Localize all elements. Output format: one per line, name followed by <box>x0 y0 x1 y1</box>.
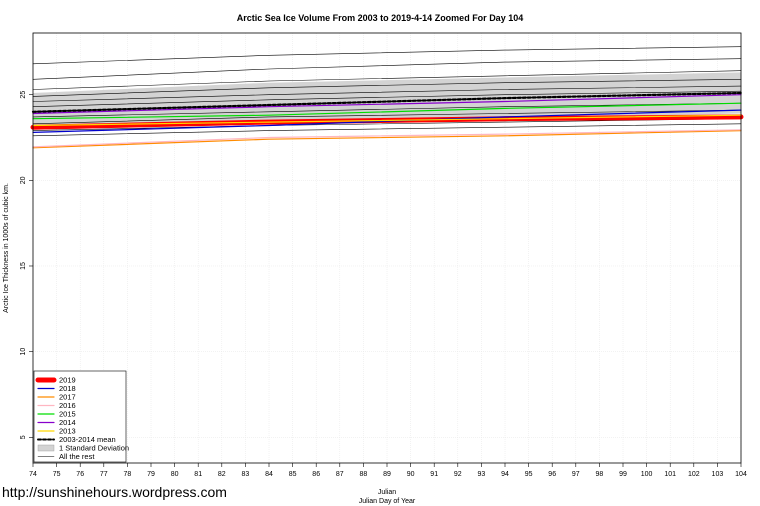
chart-title: Arctic Sea Ice Volume From 2003 to 2019-… <box>237 13 523 23</box>
series-line-all-the-rest <box>32 58 742 80</box>
legend-label-2003-2014-mean: 2003-2014 mean <box>59 435 116 444</box>
series-line-2014 <box>32 94 742 115</box>
y-tick-label: 15 <box>20 262 27 270</box>
series-line-all-the-rest <box>32 79 742 97</box>
gridlines <box>32 33 742 463</box>
series-layer <box>30 46 744 149</box>
y-tick-label: 10 <box>20 348 27 356</box>
x-tick-label: 91 <box>430 471 438 478</box>
x-tick-label: 83 <box>242 471 250 478</box>
x-tick-label: 88 <box>360 471 368 478</box>
x-tick-label: 80 <box>171 471 179 478</box>
x-axis-label: Julian <box>378 489 396 496</box>
series-line-2016 <box>32 129 742 148</box>
x-tick-label: 78 <box>124 471 132 478</box>
y-axis: 5 10 15 20 25 <box>20 91 33 439</box>
x-tick-label: 104 <box>735 471 747 478</box>
series-line-all-the-rest <box>32 85 742 102</box>
x-tick-label: 97 <box>572 471 580 478</box>
series-line-all-the-rest <box>32 102 742 118</box>
x-tick-label: 84 <box>265 471 273 478</box>
series-line-all-the-rest <box>32 123 742 137</box>
x-axis: 74 75 76 77 78 79 80 81 82 83 84 85 86 87 88 89 90 91 92 93… <box>29 463 747 478</box>
series-line-2003-2014-mean <box>31 91 743 113</box>
x-tick-label: 90 <box>407 471 415 478</box>
series-line-2015 <box>32 102 742 120</box>
legend-label-all-the-rest: All the rest <box>59 452 95 461</box>
x-tick-label: 101 <box>664 471 676 478</box>
y-tick-label: 5 <box>20 435 27 439</box>
y-tick-label: 25 <box>20 91 27 99</box>
x-tick-label: 92 <box>454 471 462 478</box>
legend-label-2019: 2019 <box>59 376 76 385</box>
series-line-all-the-rest <box>32 118 742 131</box>
x-tick-label: 99 <box>619 471 627 478</box>
x-tick-label: 76 <box>76 471 84 478</box>
x-tick-label: 79 <box>147 471 155 478</box>
y-axis-label: Arctic Ice Thickness in 1000s of cubic k… <box>3 183 10 313</box>
x-tick-label: 85 <box>289 471 297 478</box>
legend-label-2016: 2016 <box>59 401 76 410</box>
legend-label-2014: 2014 <box>59 418 76 427</box>
series-line-all-the-rest <box>32 70 742 90</box>
x-tick-label: 75 <box>53 471 61 478</box>
series-line-all-the-rest <box>32 90 742 107</box>
x-axis-label-secondary: Julian Day of Year <box>359 498 416 505</box>
x-tick-label: 102 <box>688 471 700 478</box>
watermark-url: http://sunshinehours.wordpress.com <box>2 484 227 500</box>
legend-label-2013: 2013 <box>59 427 76 436</box>
legend-label-1-standard-deviation: 1 Standard Deviation <box>59 444 129 453</box>
x-tick-label: 94 <box>501 471 509 478</box>
x-tick-label: 87 <box>336 471 344 478</box>
x-tick-label: 89 <box>383 471 391 478</box>
x-tick-label: 100 <box>641 471 653 478</box>
series-line-all-the-rest <box>32 46 742 65</box>
series-line-2013 <box>32 114 742 127</box>
x-tick-label: 96 <box>548 471 556 478</box>
legend-label-2018: 2018 <box>59 384 76 393</box>
x-tick-label: 93 <box>478 471 486 478</box>
x-tick-label: 98 <box>596 471 604 478</box>
legend-swatch-1-standard-deviation <box>37 444 55 452</box>
x-tick-label: 74 <box>29 471 37 478</box>
series-line-all-the-rest <box>32 109 742 125</box>
x-tick-label: 86 <box>312 471 320 478</box>
series-line-2018 <box>32 109 742 133</box>
x-tick-label: 103 <box>712 471 724 478</box>
x-tick-label: 77 <box>100 471 108 478</box>
x-tick-label: 82 <box>218 471 226 478</box>
x-tick-label: 81 <box>194 471 202 478</box>
series-line-2017 <box>32 130 742 149</box>
legend-label-2015: 2015 <box>59 410 76 419</box>
legend-label-2017: 2017 <box>59 393 76 402</box>
x-tick-label: 95 <box>525 471 533 478</box>
y-tick-label: 20 <box>20 176 27 184</box>
